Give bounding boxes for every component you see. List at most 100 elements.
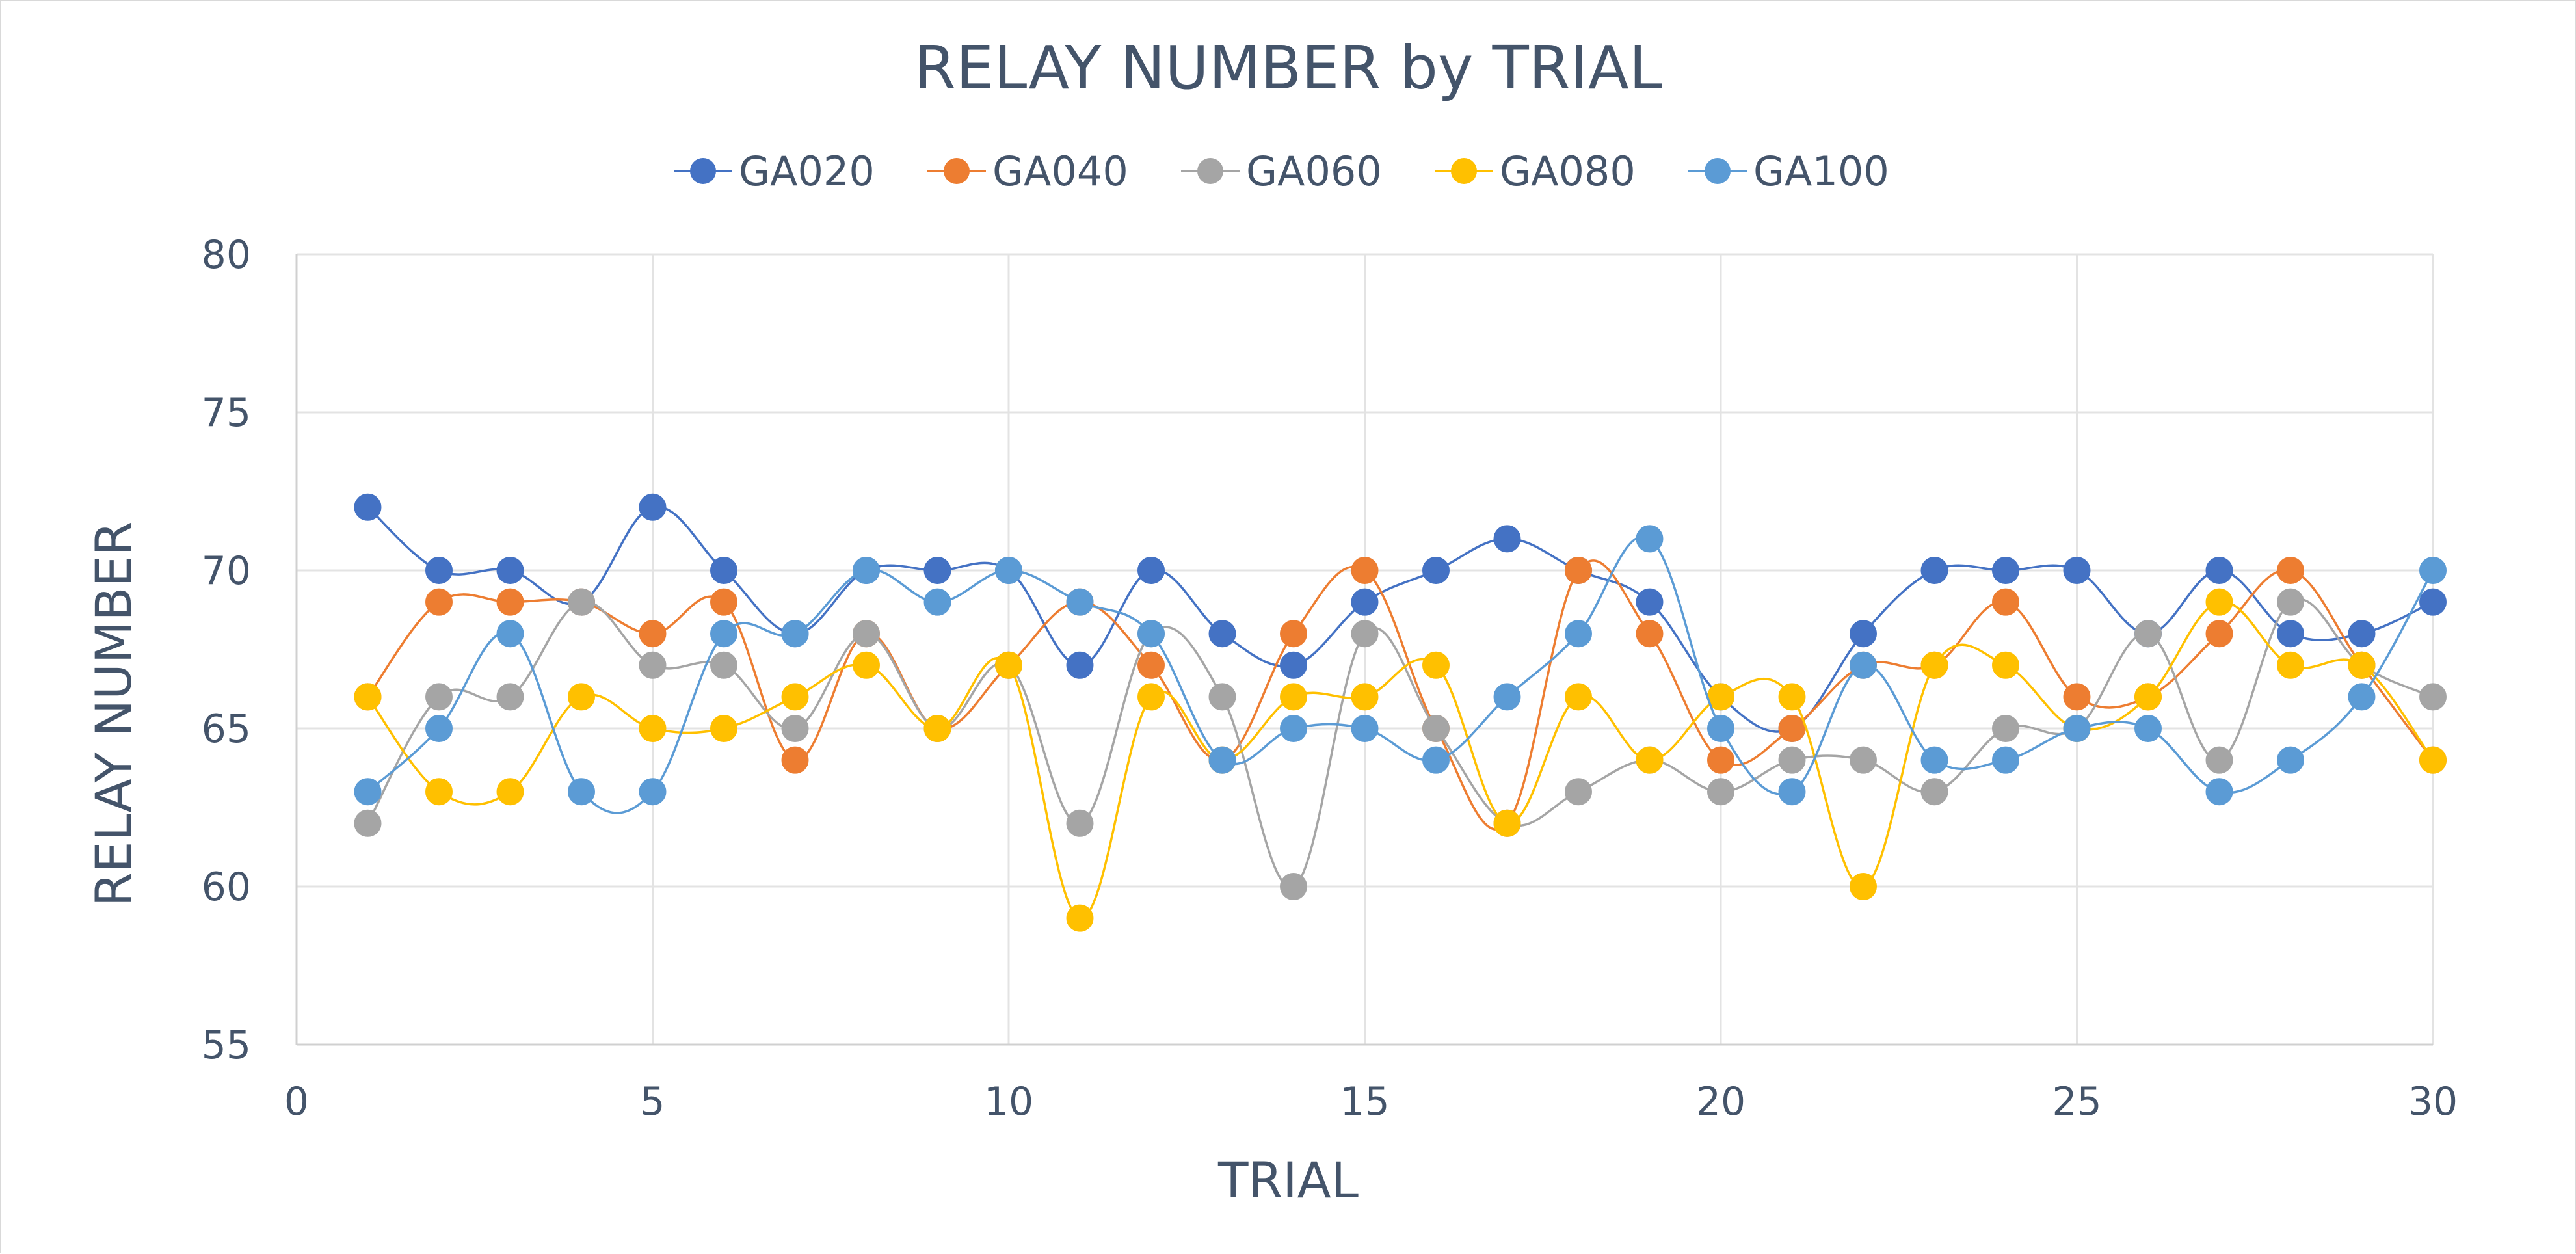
legend-marker (690, 158, 716, 184)
data-point (354, 493, 382, 521)
data-point (710, 588, 737, 616)
data-point (639, 715, 667, 742)
data-point (639, 651, 667, 679)
data-point (1992, 651, 2019, 679)
data-point (639, 620, 667, 648)
data-point (1137, 651, 1165, 679)
data-point (1066, 588, 1094, 616)
series-line (367, 559, 2434, 831)
data-point (425, 683, 453, 711)
data-point (1992, 746, 2019, 774)
data-point (1707, 778, 1734, 806)
legend-item: GA060 (1181, 148, 1382, 195)
data-point (781, 683, 809, 711)
data-point (853, 620, 880, 648)
data-point (568, 683, 595, 711)
data-point (354, 778, 382, 806)
data-point (425, 715, 453, 742)
data-point (853, 651, 880, 679)
data-point (1920, 778, 1948, 806)
legend-item: GA020 (674, 148, 875, 195)
data-point (2205, 746, 2233, 774)
data-point (1565, 557, 1592, 584)
data-point (1422, 557, 1450, 584)
data-point (639, 493, 667, 521)
x-tick-label: 25 (2052, 1079, 2101, 1125)
data-point (710, 715, 737, 742)
data-point (995, 557, 1022, 584)
data-point (568, 778, 595, 806)
data-point (1636, 525, 1664, 553)
data-point (2063, 683, 2091, 711)
x-tick-label: 5 (640, 1079, 665, 1125)
data-point (781, 715, 809, 742)
data-point (2134, 715, 2162, 742)
data-point (923, 715, 951, 742)
data-point (2419, 557, 2447, 584)
data-point (1280, 651, 1307, 679)
data-point (1066, 809, 1094, 837)
data-point (1280, 873, 1307, 900)
data-point (1707, 746, 1734, 774)
data-point (496, 620, 524, 648)
data-point (2134, 620, 2162, 648)
gridlines (297, 253, 2434, 1046)
chart-title: RELAY NUMBER by TRIAL (914, 33, 1662, 103)
x-tick-label: 0 (284, 1079, 309, 1125)
legend-marker (944, 158, 970, 184)
legend-item: GA040 (927, 148, 1128, 195)
legend-marker (1197, 158, 1223, 184)
data-point (1850, 873, 1877, 900)
data-point (1992, 557, 2019, 584)
data-point (1850, 746, 1877, 774)
data-point (2063, 557, 2091, 584)
data-point (425, 778, 453, 806)
axes (295, 254, 2433, 1046)
data-point (1066, 904, 1094, 932)
y-tick-label: 60 (202, 864, 251, 910)
x-axis-title: TRIAL (1217, 1151, 1359, 1209)
data-point (1351, 588, 1379, 616)
data-point (1351, 620, 1379, 648)
data-point (2205, 620, 2233, 648)
data-point (781, 746, 809, 774)
data-point (995, 651, 1022, 679)
data-point (1137, 683, 1165, 711)
y-tick-label: 75 (202, 390, 251, 436)
data-point (2277, 588, 2304, 616)
data-point (923, 557, 951, 584)
x-tick-label: 20 (1696, 1079, 1746, 1125)
legend-marker (1705, 158, 1731, 184)
series-line (367, 600, 2434, 920)
data-point (2348, 651, 2376, 679)
data-point (923, 588, 951, 616)
x-tick-label: 10 (984, 1079, 1033, 1125)
data-point (1565, 683, 1592, 711)
data-point (1351, 683, 1379, 711)
data-point (1208, 683, 1236, 711)
series-ga100 (354, 525, 2447, 814)
y-axis-title: RELAY NUMBER (85, 522, 142, 907)
data-point (1208, 620, 1236, 648)
data-point (1565, 620, 1592, 648)
data-point (710, 557, 737, 584)
data-point (2277, 746, 2304, 774)
data-point (1422, 746, 1450, 774)
data-point (1707, 715, 1734, 742)
x-tick-label: 15 (1340, 1079, 1389, 1125)
x-tick-label: 30 (2408, 1079, 2458, 1125)
data-point (1280, 620, 1307, 648)
data-point (2419, 683, 2447, 711)
data-point (1137, 620, 1165, 648)
data-point (1992, 715, 2019, 742)
data-point (1636, 620, 1664, 648)
data-point (1920, 746, 1948, 774)
data-point (354, 809, 382, 837)
legend-label: GA040 (992, 148, 1128, 195)
data-point (2063, 715, 2091, 742)
data-point (1565, 778, 1592, 806)
data-point (2205, 557, 2233, 584)
data-point (1778, 746, 1806, 774)
data-point (2348, 683, 2376, 711)
